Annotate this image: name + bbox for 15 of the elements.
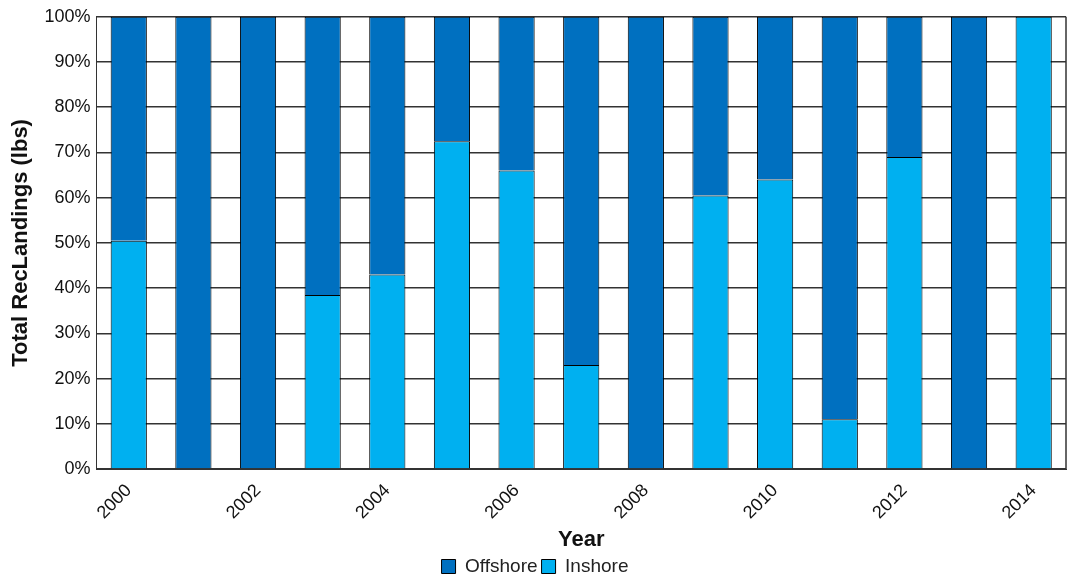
y-tick-label: 50% — [54, 231, 91, 252]
y-tick-label: 0% — [64, 457, 91, 478]
y-tick-label: 70% — [54, 141, 91, 162]
y-tick-label: 60% — [54, 186, 91, 207]
legend-label: Inshore — [565, 554, 629, 576]
legend-label: Offshore — [465, 554, 538, 576]
y-tick-label: 20% — [54, 367, 91, 388]
y-tick-label: 100% — [44, 5, 91, 26]
x-axis-title: Year — [557, 525, 605, 551]
y-tick-label: 10% — [54, 412, 91, 433]
y-tick-label: 40% — [54, 277, 91, 298]
y-tick-label: 30% — [54, 322, 91, 343]
y-tick-label: 90% — [54, 50, 91, 71]
y-tick-label: 80% — [54, 96, 91, 117]
y-axis-title: Total RecLandings (lbs) — [7, 119, 33, 367]
